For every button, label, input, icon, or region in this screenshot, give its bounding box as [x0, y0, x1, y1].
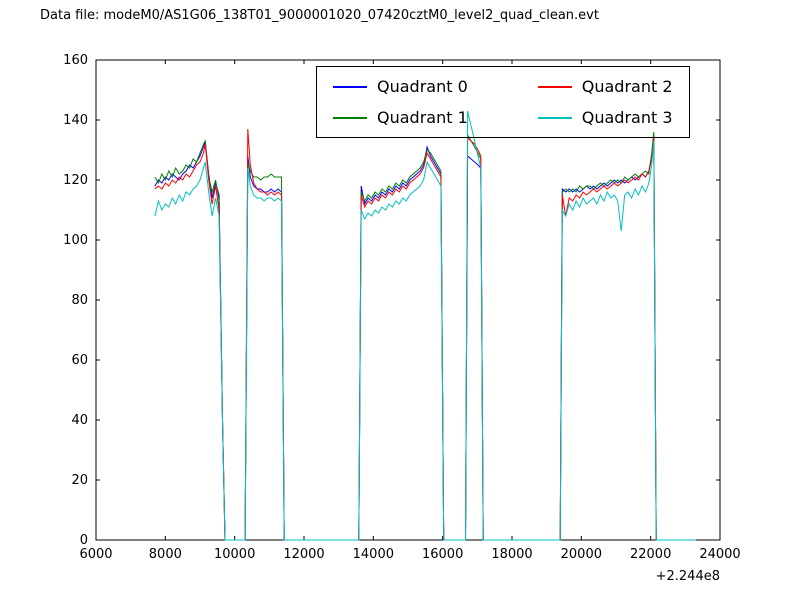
legend-label-quadrant-2: Quadrant 2	[581, 77, 673, 96]
legend-label-quadrant-3: Quadrant 3	[581, 108, 673, 127]
legend-label-quadrant-0: Quadrant 0	[377, 77, 468, 96]
legend-entry-quadrant-1: Quadrant 1	[333, 108, 468, 127]
y-tick-label: 20	[71, 473, 88, 488]
legend-line-swatch-quadrant-3	[537, 116, 572, 119]
y-tick-label: 120	[63, 173, 88, 188]
legend-entry-quadrant-0: Quadrant 0	[333, 77, 468, 96]
chart-title: Data file: modeM0/AS1G06_138T01_90000010…	[40, 8, 599, 23]
x-tick-label: 16000	[422, 547, 463, 562]
series-line-quadrant-2	[154, 128, 696, 541]
x-tick-label: 20000	[561, 547, 602, 562]
legend-label-quadrant-1: Quadrant 1	[377, 108, 468, 127]
y-tick-label: 140	[63, 113, 88, 128]
x-tick-label: 18000	[491, 547, 532, 562]
legend-entry-quadrant-3: Quadrant 3	[537, 108, 673, 127]
y-tick-label: 40	[71, 413, 88, 428]
x-tick-label: 6000	[79, 547, 112, 562]
legend-line-swatch-quadrant-0	[333, 85, 367, 88]
legend-line-swatch-quadrant-1	[333, 116, 367, 119]
x-tick-label: 8000	[149, 547, 182, 562]
y-tick-label: 80	[71, 293, 88, 308]
series-line-quadrant-1	[154, 131, 696, 541]
y-tick-label: 60	[71, 353, 88, 368]
x-tick-label: 22000	[630, 547, 671, 562]
legend: Quadrant 0 Quadrant 1 Quadrant 2 Quadran…	[316, 66, 690, 138]
series-line-quadrant-0	[154, 134, 696, 541]
x-tick-label: 14000	[353, 547, 394, 562]
series-line-quadrant-3	[154, 110, 696, 541]
x-tick-label: 12000	[283, 547, 324, 562]
x-tick-label: 10000	[214, 547, 255, 562]
legend-line-swatch-quadrant-2	[537, 85, 572, 88]
x-offset-label: +2.244e8	[656, 569, 720, 584]
y-tick-label: 160	[63, 53, 88, 68]
y-tick-label: 100	[63, 233, 88, 248]
y-tick-label: 0	[80, 533, 88, 548]
x-tick-label: 24000	[699, 547, 740, 562]
legend-entry-quadrant-2: Quadrant 2	[537, 77, 673, 96]
